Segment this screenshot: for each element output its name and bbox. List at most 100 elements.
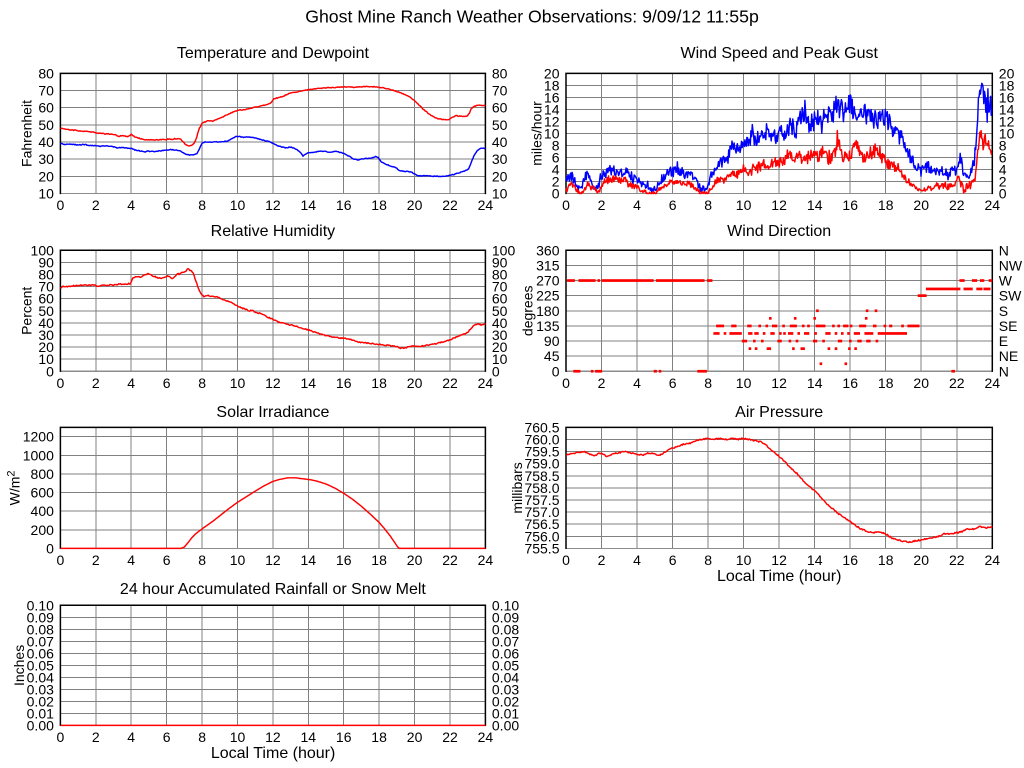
- svg-text:315: 315: [536, 257, 560, 273]
- svg-text:0.10: 0.10: [27, 597, 54, 613]
- svg-text:760.0: 760.0: [524, 432, 559, 448]
- svg-text:8: 8: [198, 375, 206, 391]
- svg-text:45: 45: [544, 348, 560, 364]
- svg-text:8: 8: [704, 552, 712, 568]
- svg-text:miles/hour: miles/hour: [529, 101, 545, 166]
- svg-text:4: 4: [633, 197, 641, 213]
- svg-text:6: 6: [999, 150, 1007, 166]
- svg-text:80: 80: [38, 65, 54, 81]
- svg-text:70: 70: [38, 83, 54, 99]
- svg-text:0.01: 0.01: [27, 705, 54, 721]
- svg-text:10: 10: [736, 552, 752, 568]
- svg-text:1200: 1200: [23, 429, 54, 445]
- svg-text:80: 80: [492, 267, 508, 283]
- svg-text:0.04: 0.04: [492, 669, 519, 685]
- svg-text:18: 18: [544, 77, 560, 93]
- svg-text:80: 80: [38, 267, 54, 283]
- svg-text:16: 16: [544, 89, 560, 105]
- svg-text:20: 20: [544, 65, 560, 81]
- svg-text:8: 8: [704, 375, 712, 391]
- svg-text:22: 22: [949, 552, 965, 568]
- svg-text:N: N: [999, 363, 1009, 379]
- svg-text:22: 22: [442, 197, 458, 213]
- svg-text:24: 24: [478, 729, 494, 745]
- svg-text:20: 20: [38, 168, 54, 184]
- svg-text:12: 12: [265, 729, 281, 745]
- svg-text:6: 6: [163, 729, 171, 745]
- svg-text:80: 80: [492, 65, 508, 81]
- svg-text:0.03: 0.03: [27, 681, 54, 697]
- svg-text:20: 20: [913, 552, 929, 568]
- svg-text:12: 12: [544, 113, 560, 129]
- svg-text:2: 2: [92, 552, 100, 568]
- svg-text:800: 800: [31, 466, 55, 482]
- svg-text:Fahrenheit: Fahrenheit: [19, 100, 35, 167]
- svg-text:18: 18: [371, 197, 387, 213]
- svg-text:0.05: 0.05: [27, 657, 54, 673]
- svg-text:0.02: 0.02: [492, 693, 519, 709]
- svg-text:30: 30: [492, 327, 508, 343]
- svg-text:40: 40: [38, 134, 54, 150]
- svg-text:16: 16: [336, 197, 352, 213]
- svg-text:8: 8: [198, 197, 206, 213]
- svg-text:6: 6: [669, 552, 677, 568]
- svg-text:6: 6: [669, 197, 677, 213]
- svg-text:20: 20: [407, 729, 423, 745]
- svg-text:E: E: [999, 333, 1008, 349]
- svg-text:2: 2: [92, 375, 100, 391]
- svg-text:SE: SE: [999, 318, 1018, 334]
- svg-text:10: 10: [230, 729, 246, 745]
- svg-text:SW: SW: [999, 288, 1022, 304]
- svg-text:10: 10: [736, 375, 752, 391]
- svg-text:30: 30: [38, 151, 54, 167]
- svg-text:20: 20: [407, 552, 423, 568]
- svg-text:60: 60: [492, 291, 508, 307]
- svg-text:14: 14: [999, 101, 1015, 117]
- svg-text:0: 0: [57, 552, 65, 568]
- svg-text:8: 8: [999, 138, 1007, 154]
- svg-text:18: 18: [371, 375, 387, 391]
- svg-text:12: 12: [265, 552, 281, 568]
- svg-text:0.04: 0.04: [27, 669, 54, 685]
- svg-text:14: 14: [301, 552, 317, 568]
- svg-text:4: 4: [999, 162, 1007, 178]
- svg-text:0: 0: [552, 186, 560, 202]
- svg-text:14: 14: [301, 197, 317, 213]
- svg-text:N: N: [999, 242, 1009, 258]
- svg-text:0: 0: [552, 363, 560, 379]
- svg-text:60: 60: [492, 100, 508, 116]
- svg-text:6: 6: [552, 150, 560, 166]
- svg-text:0: 0: [57, 729, 65, 745]
- svg-text:14: 14: [807, 197, 823, 213]
- svg-text:755.5: 755.5: [524, 540, 559, 556]
- svg-text:degrees: degrees: [520, 286, 536, 337]
- svg-text:759.0: 759.0: [524, 456, 559, 472]
- svg-text:2: 2: [552, 174, 560, 190]
- svg-text:18: 18: [878, 552, 894, 568]
- svg-text:10: 10: [544, 125, 560, 141]
- svg-text:millibars: millibars: [509, 462, 525, 513]
- svg-text:90: 90: [38, 254, 54, 270]
- svg-text:24: 24: [985, 375, 1001, 391]
- svg-text:12: 12: [265, 375, 281, 391]
- svg-text:14: 14: [301, 729, 317, 745]
- svg-text:0.07: 0.07: [492, 633, 519, 649]
- svg-text:20: 20: [492, 339, 508, 355]
- svg-text:16: 16: [842, 552, 858, 568]
- svg-text:12: 12: [771, 375, 787, 391]
- svg-text:225: 225: [536, 288, 560, 304]
- svg-text:24: 24: [478, 375, 494, 391]
- svg-text:758.5: 758.5: [524, 468, 559, 484]
- svg-text:Wind Direction: Wind Direction: [727, 223, 831, 240]
- svg-text:4: 4: [552, 162, 560, 178]
- svg-text:60: 60: [38, 291, 54, 307]
- svg-text:40: 40: [492, 315, 508, 331]
- svg-text:70: 70: [492, 279, 508, 295]
- svg-text:0.05: 0.05: [492, 657, 519, 673]
- svg-text:Wind Speed and Peak Gust: Wind Speed and Peak Gust: [680, 45, 878, 62]
- svg-text:14: 14: [301, 375, 317, 391]
- svg-text:756.5: 756.5: [524, 516, 559, 532]
- svg-text:0.08: 0.08: [27, 621, 54, 637]
- svg-text:NW: NW: [999, 257, 1023, 273]
- svg-text:600: 600: [31, 485, 55, 501]
